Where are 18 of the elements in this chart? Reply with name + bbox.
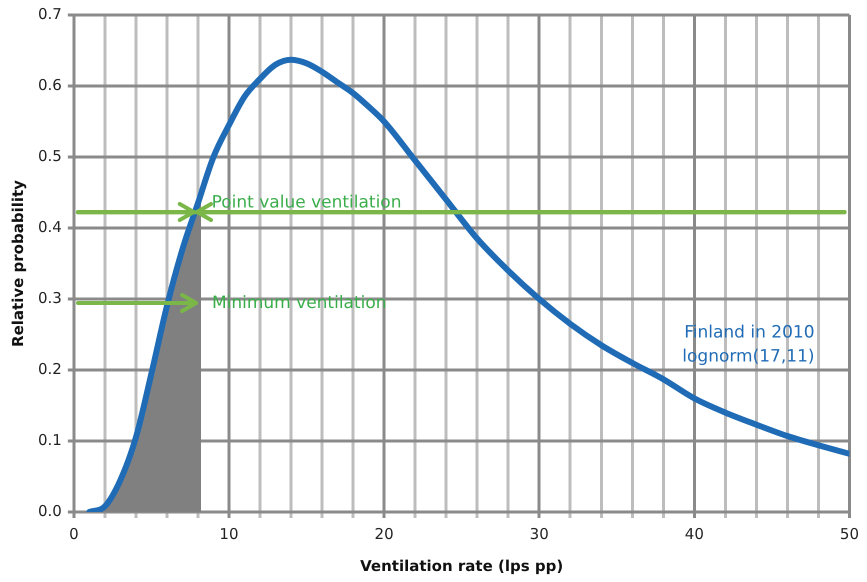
y-tick-label: 0.1	[38, 430, 62, 449]
y-tick-label: 0.4	[38, 218, 62, 236]
y-tick-label: 0.7	[38, 4, 62, 23]
annotation: lognorm(17,11)	[682, 346, 815, 366]
x-axis-title: Ventilation rate (lps pp)	[360, 556, 564, 575]
y-tick-label: 0.5	[38, 146, 62, 165]
x-tick-label: 30	[530, 524, 549, 543]
x-tick-label: 50	[840, 524, 860, 543]
y-axis-title: Relative probability	[8, 180, 27, 347]
x-tick-label: 10	[219, 524, 239, 543]
y-tick-label: 0.6	[38, 76, 62, 94]
x-tick-label: 20	[374, 524, 394, 543]
text: Finland in 2010	[684, 322, 815, 342]
y-tick-label: 0.2	[38, 360, 62, 378]
y-tick-label: 0.3	[38, 288, 62, 307]
x-tick-label: 0	[69, 524, 79, 543]
x-tick-label: 40	[684, 524, 704, 543]
y-tick-label: 0.0	[38, 502, 62, 520]
